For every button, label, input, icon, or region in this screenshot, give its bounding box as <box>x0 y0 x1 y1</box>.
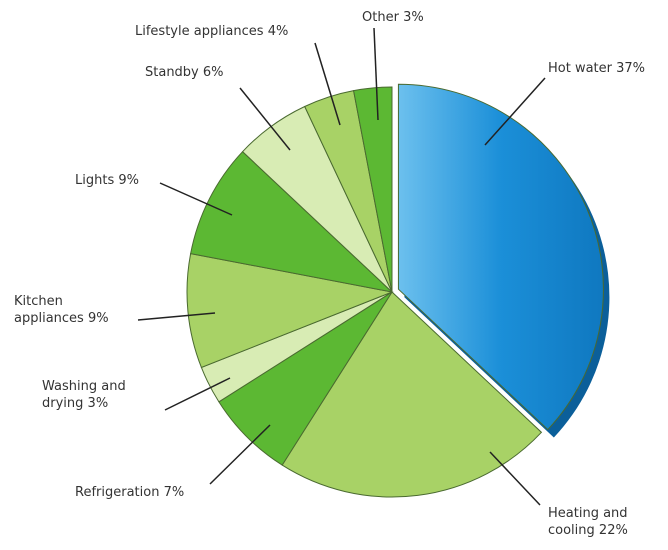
slice <box>190 150 394 293</box>
slice-label: Refrigeration 7% <box>75 484 184 501</box>
slice <box>353 86 393 293</box>
slice-label: Other 3% <box>362 9 424 26</box>
slice-label: Hot water 37% <box>548 60 645 77</box>
category-label: Hot water <box>548 61 612 76</box>
slice <box>186 253 394 369</box>
category-label: Refrigeration <box>75 485 160 500</box>
value-label: 7% <box>163 485 185 500</box>
value-label: 37% <box>616 61 646 76</box>
value-label: 3% <box>403 10 424 25</box>
slice-label: Lights 9% <box>75 172 139 189</box>
category-label: Heating and cooling <box>548 506 628 538</box>
category-label: Washing and drying <box>42 379 126 411</box>
category-label: Standby <box>145 65 199 80</box>
value-label: 3% <box>87 396 109 411</box>
slice-label: Kitchen appliances 9% <box>14 293 124 327</box>
leader-line <box>484 77 546 146</box>
category-label: Lifestyle appliances <box>135 24 264 39</box>
slice <box>397 83 604 431</box>
leader-line <box>159 182 233 216</box>
leader-line <box>164 377 231 411</box>
slice-label: Lifestyle appliances 4% <box>135 23 288 40</box>
leader-line <box>239 87 291 151</box>
leader-line <box>209 424 271 485</box>
leader-line <box>137 312 216 321</box>
leader-line <box>314 42 341 126</box>
value-label: 6% <box>202 65 224 80</box>
slice <box>281 291 543 498</box>
value-label: 4% <box>267 24 289 39</box>
leader-line <box>373 27 379 121</box>
leader-line <box>489 451 541 506</box>
category-label: Kitchen appliances <box>14 294 84 326</box>
slice-label: Washing and drying 3% <box>42 378 152 412</box>
value-label: 9% <box>87 311 109 326</box>
value-label: 9% <box>118 173 139 188</box>
slice-label: Heating and cooling 22% <box>548 505 648 539</box>
value-label: 22% <box>598 523 628 538</box>
slice-label: Standby 6% <box>145 64 224 81</box>
category-label: Lights <box>75 173 115 188</box>
category-label: Other <box>362 10 399 25</box>
